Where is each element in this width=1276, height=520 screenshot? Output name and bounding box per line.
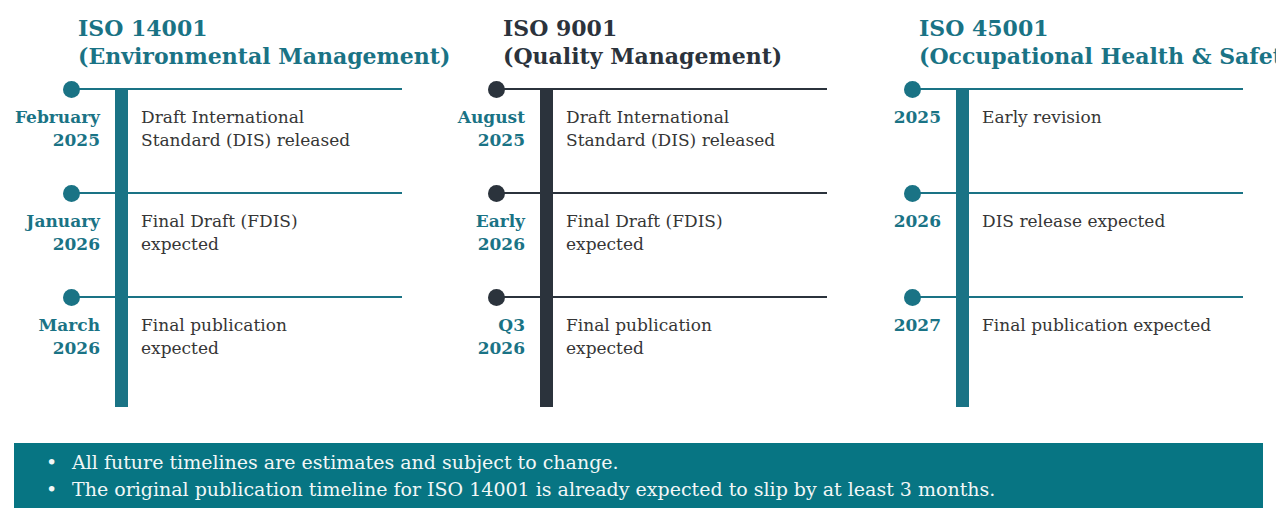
event-description: Draft International Standard (DIS) relea… bbox=[141, 106, 401, 152]
event-date: February 2025 bbox=[0, 106, 100, 152]
event-description-line: Standard (DIS) released bbox=[566, 129, 826, 152]
disclaimer-text: All future timelines are estimates and s… bbox=[72, 449, 619, 476]
column-title: ISO 14001 (Environmental Management) bbox=[78, 14, 450, 70]
event-date-line: 2025 bbox=[425, 129, 525, 152]
title-line-1: ISO 45001 bbox=[919, 15, 1049, 41]
event-dot bbox=[63, 81, 80, 98]
event-connector-line bbox=[912, 192, 1243, 194]
column-title: ISO 45001 (Occupational Health & Safety) bbox=[919, 14, 1276, 70]
title-line-2: (Quality Management) bbox=[503, 43, 782, 69]
disclaimer-bullet-item: • The original publication timeline for … bbox=[40, 476, 1263, 503]
event-description-line: expected bbox=[566, 337, 826, 360]
event-date-line: 2026 bbox=[0, 233, 100, 256]
event-connector-line bbox=[71, 88, 402, 90]
event-connector-line bbox=[496, 88, 827, 90]
event-date-line: Early bbox=[425, 210, 525, 233]
event-description-line: Final publication bbox=[566, 314, 826, 337]
bullet-icon: • bbox=[40, 449, 72, 476]
event-dot bbox=[63, 289, 80, 306]
event-description: Final publication expected bbox=[566, 314, 826, 360]
bullet-icon: • bbox=[40, 476, 72, 503]
event-date-line: 2026 bbox=[841, 210, 941, 233]
event-description: Draft International Standard (DIS) relea… bbox=[566, 106, 826, 152]
disclaimer-text: The original publication timeline for IS… bbox=[72, 476, 995, 503]
event-description: Early revision bbox=[982, 106, 1242, 129]
timeline-vertical-bar bbox=[956, 88, 969, 407]
title-line-1: ISO 14001 bbox=[78, 15, 208, 41]
event-description: DIS release expected bbox=[982, 210, 1242, 233]
event-dot bbox=[488, 81, 505, 98]
event-description-line: Final publication bbox=[141, 314, 401, 337]
event-date-line: 2026 bbox=[425, 233, 525, 256]
timeline-column-iso-14001: ISO 14001 (Environmental Management) Feb… bbox=[0, 0, 410, 440]
event-description: Final publication expected bbox=[141, 314, 401, 360]
timeline-column-iso-9001: ISO 9001 (Quality Management) August 202… bbox=[425, 0, 835, 440]
event-date-line: January bbox=[0, 210, 100, 233]
event-connector-line bbox=[496, 192, 827, 194]
disclaimer-bullet-item: • All future timelines are estimates and… bbox=[40, 449, 1263, 476]
event-date: Early 2026 bbox=[425, 210, 525, 256]
event-description-line: DIS release expected bbox=[982, 210, 1242, 233]
event-description: Final Draft (FDIS) expected bbox=[141, 210, 401, 256]
title-line-2: (Occupational Health & Safety) bbox=[919, 43, 1276, 69]
event-connector-line bbox=[71, 296, 402, 298]
event-date: 2027 bbox=[841, 314, 941, 337]
event-date-line: August bbox=[425, 106, 525, 129]
title-line-1: ISO 9001 bbox=[503, 15, 617, 41]
event-dot bbox=[904, 185, 921, 202]
event-date: August 2025 bbox=[425, 106, 525, 152]
event-description: Final publication expected bbox=[982, 314, 1242, 337]
event-description-line: Early revision bbox=[982, 106, 1242, 129]
event-dot bbox=[488, 289, 505, 306]
event-date: January 2026 bbox=[0, 210, 100, 256]
timeline-vertical-bar bbox=[540, 88, 553, 407]
event-connector-line bbox=[912, 296, 1243, 298]
event-connector-line bbox=[912, 88, 1243, 90]
event-date: 2025 bbox=[841, 106, 941, 129]
event-connector-line bbox=[496, 296, 827, 298]
event-date-line: February bbox=[0, 106, 100, 129]
event-description: Final Draft (FDIS) expected bbox=[566, 210, 826, 256]
timeline-column-iso-45001: ISO 45001 (Occupational Health & Safety)… bbox=[841, 0, 1251, 440]
event-date-line: 2026 bbox=[425, 337, 525, 360]
event-date-line: Q3 bbox=[425, 314, 525, 337]
event-description-line: Draft International bbox=[141, 106, 401, 129]
event-dot bbox=[63, 185, 80, 202]
event-description-line: expected bbox=[141, 337, 401, 360]
timeline-vertical-bar bbox=[115, 88, 128, 407]
event-description-line: Final Draft (FDIS) bbox=[141, 210, 401, 233]
event-dot bbox=[488, 185, 505, 202]
event-date: March 2026 bbox=[0, 314, 100, 360]
event-description-line: Standard (DIS) released bbox=[141, 129, 401, 152]
event-description-line: Final Draft (FDIS) bbox=[566, 210, 826, 233]
title-line-2: (Environmental Management) bbox=[78, 43, 450, 69]
event-date-line: 2025 bbox=[841, 106, 941, 129]
event-date-line: 2026 bbox=[0, 337, 100, 360]
event-description-line: Final publication expected bbox=[982, 314, 1242, 337]
event-dot bbox=[904, 81, 921, 98]
event-date-line: 2025 bbox=[0, 129, 100, 152]
event-date: 2026 bbox=[841, 210, 941, 233]
iso-revision-timelines-infographic: ISO 14001 (Environmental Management) Feb… bbox=[0, 0, 1276, 520]
event-description-line: expected bbox=[566, 233, 826, 256]
event-date: Q3 2026 bbox=[425, 314, 525, 360]
event-dot bbox=[904, 289, 921, 306]
event-connector-line bbox=[71, 192, 402, 194]
column-title: ISO 9001 (Quality Management) bbox=[503, 14, 782, 70]
event-date-line: March bbox=[0, 314, 100, 337]
disclaimer-banner: • All future timelines are estimates and… bbox=[14, 443, 1263, 508]
event-date-line: 2027 bbox=[841, 314, 941, 337]
event-description-line: expected bbox=[141, 233, 401, 256]
event-description-line: Draft International bbox=[566, 106, 826, 129]
